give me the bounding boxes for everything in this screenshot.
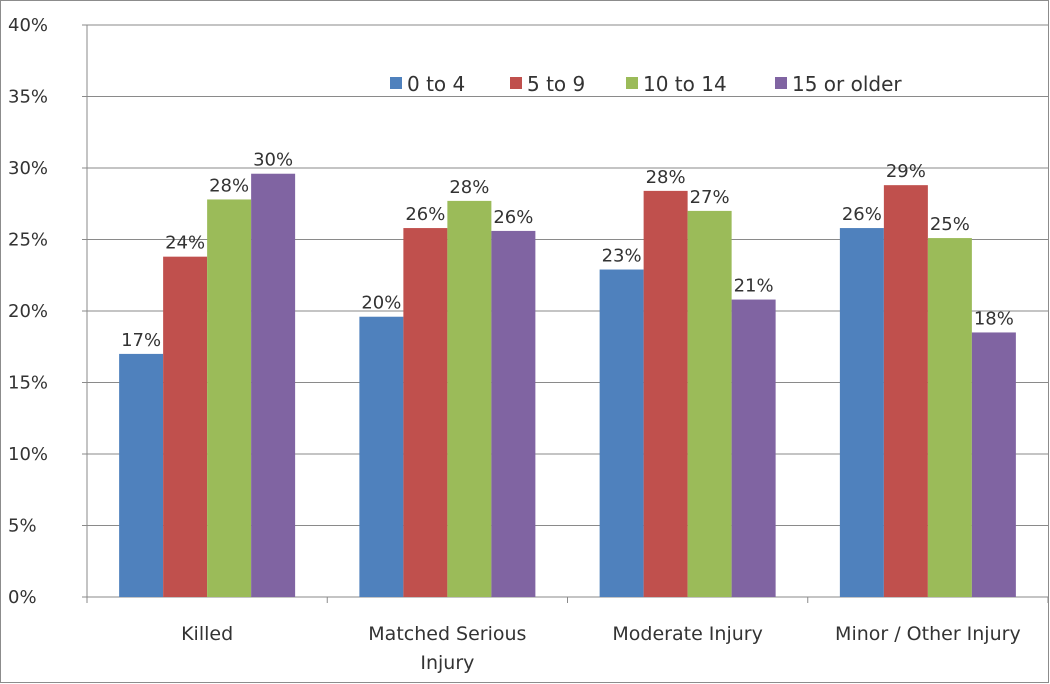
x-category-label: Matched Serious	[368, 623, 526, 645]
legend-label: 5 to 9	[527, 72, 585, 96]
y-tick-label: 0%	[8, 587, 37, 608]
legend-label: 0 to 4	[407, 72, 465, 96]
data-label: 26%	[493, 207, 533, 228]
bar	[119, 353, 164, 597]
data-label: 28%	[646, 167, 686, 188]
bar	[731, 299, 776, 597]
data-label: 17%	[121, 330, 161, 351]
data-label: 27%	[690, 187, 730, 208]
y-tick-label: 30%	[8, 158, 48, 179]
data-label: 23%	[602, 246, 642, 267]
data-label: 26%	[405, 204, 445, 225]
y-tick-label: 5%	[8, 516, 37, 537]
data-label: 30%	[253, 150, 293, 171]
y-tick-label: 10%	[8, 444, 48, 465]
bar	[403, 228, 448, 597]
legend-label: 15 or older	[792, 72, 902, 96]
data-label: 28%	[209, 175, 249, 196]
bar	[927, 238, 972, 597]
bar	[883, 185, 928, 597]
bar	[163, 256, 208, 597]
y-tick-label: 25%	[8, 230, 48, 251]
x-category-label: Moderate Injury	[612, 623, 762, 645]
data-label: 18%	[974, 308, 1014, 329]
x-category-label: Killed	[181, 623, 233, 645]
bar	[207, 199, 252, 597]
bar	[971, 332, 1016, 597]
bar	[839, 228, 884, 597]
bar	[687, 210, 732, 597]
x-category-label: Minor / Other Injury	[835, 623, 1021, 645]
bar	[599, 269, 644, 597]
y-tick-label: 40%	[8, 15, 48, 36]
data-label: 25%	[930, 214, 970, 235]
y-tick-label: 35%	[8, 87, 48, 108]
bar	[643, 190, 688, 597]
data-label: 26%	[842, 204, 882, 225]
legend-label: 10 to 14	[643, 72, 727, 96]
y-tick-label: 15%	[8, 373, 48, 394]
bar	[491, 230, 536, 598]
bar	[359, 316, 404, 597]
x-category-label: Injury	[420, 652, 474, 674]
legend-swatch	[775, 77, 787, 89]
data-label: 21%	[734, 276, 774, 297]
bar	[447, 200, 492, 597]
bar	[251, 173, 296, 597]
legend-swatch	[626, 77, 638, 89]
data-label: 29%	[886, 161, 926, 182]
y-tick-label: 20%	[8, 301, 48, 322]
data-label: 28%	[449, 177, 489, 198]
data-label: 20%	[361, 293, 401, 314]
data-label: 24%	[165, 233, 205, 254]
legend-swatch	[510, 77, 522, 89]
legend-swatch	[390, 77, 402, 89]
